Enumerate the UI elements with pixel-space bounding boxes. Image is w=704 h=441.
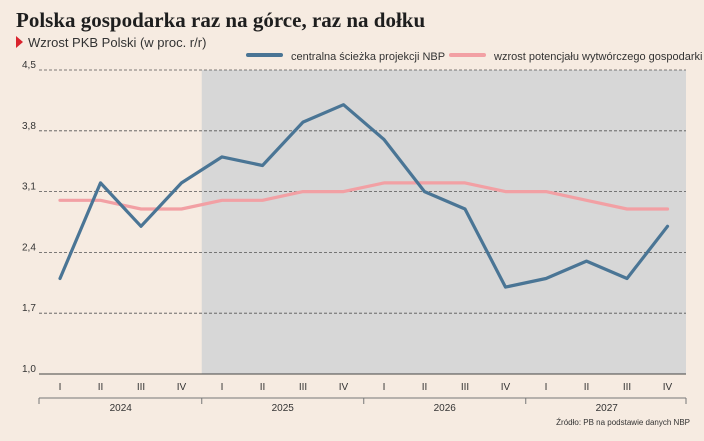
y-tick-label: 1,0 <box>22 364 36 375</box>
series-line-potential <box>58 181 670 211</box>
source-note: Źródło: PB na podstawie danych NBP <box>556 418 690 427</box>
x-tick-label: I <box>221 382 224 393</box>
legend-swatch-pink <box>449 53 486 57</box>
x-tick-label: III <box>137 382 145 393</box>
chart-subtitle: Wzrost PKB Polski (w proc. r/r) <box>16 35 206 50</box>
legend-item-projection: centralna ścieżka projekcji NBP <box>246 51 445 63</box>
x-tick-label: III <box>461 382 469 393</box>
year-label: 2026 <box>434 403 457 414</box>
y-tick-label: 2,4 <box>22 242 36 253</box>
x-tick-label: I <box>59 382 62 393</box>
y-tick-label: 1,7 <box>22 303 36 314</box>
x-tick-label: II <box>98 382 104 393</box>
projection-band <box>201 70 686 374</box>
x-tick-label: II <box>260 382 266 393</box>
legend-label-projection: centralna ścieżka projekcji NBP <box>291 51 446 63</box>
legend-item-potential: wzrost potencjału wytwórczego gospodarki <box>449 51 703 63</box>
red-triangle-icon <box>16 36 23 48</box>
x-tick-label: III <box>623 382 631 393</box>
x-tick-label: I <box>383 382 386 393</box>
x-tick-label: IV <box>177 382 187 393</box>
y-tick-label: 4,5 <box>22 60 36 71</box>
year-label: 2024 <box>110 403 133 414</box>
x-tick-label: III <box>299 382 307 393</box>
x-tick-label: I <box>545 382 548 393</box>
x-tick-label: II <box>584 382 590 393</box>
year-label: 2025 <box>272 403 295 414</box>
y-tick-label: 3,1 <box>22 182 36 193</box>
legend-swatch-blue <box>246 53 283 57</box>
chart-title: Polska gospodarka raz na górce, raz na d… <box>16 8 426 32</box>
legend-label-potential: wzrost potencjału wytwórczego gospodarki <box>494 51 703 63</box>
subtitle-text: Wzrost PKB Polski (w proc. r/r) <box>28 35 207 50</box>
year-label: 2027 <box>596 403 619 414</box>
series-line-projection <box>58 103 670 289</box>
x-tick-label: II <box>422 382 428 393</box>
y-tick-label: 3,8 <box>22 121 36 132</box>
x-tick-label: IV <box>501 382 511 393</box>
x-tick-label: IV <box>339 382 349 393</box>
x-tick-label: IV <box>663 382 673 393</box>
